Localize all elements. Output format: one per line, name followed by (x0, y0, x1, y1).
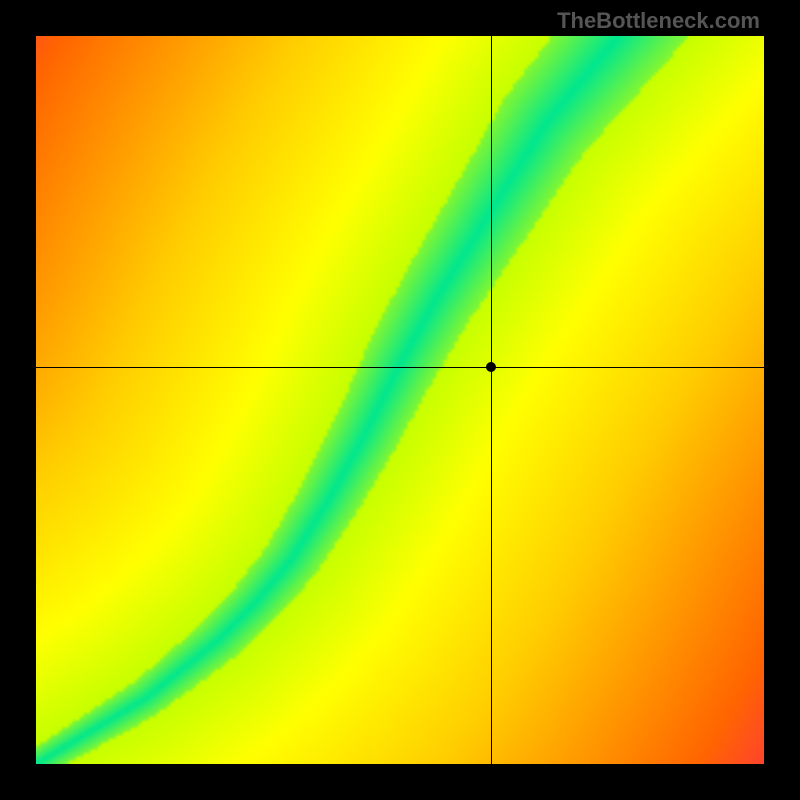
chart-frame: TheBottleneck.com (0, 0, 800, 800)
crosshair-horizontal (36, 367, 764, 368)
heatmap-plot (36, 36, 764, 764)
heatmap-canvas (36, 36, 764, 764)
watermark-text: TheBottleneck.com (557, 8, 760, 34)
crosshair-vertical (491, 36, 492, 764)
marker-dot (486, 362, 496, 372)
